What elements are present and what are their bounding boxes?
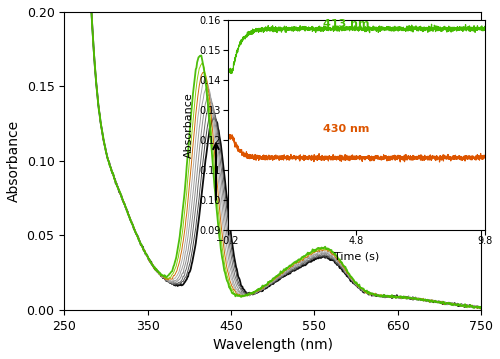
Y-axis label: Absorbance: Absorbance	[184, 92, 194, 158]
X-axis label: Wavelength (nm): Wavelength (nm)	[212, 338, 332, 352]
Text: 413 nm: 413 nm	[323, 19, 370, 29]
Y-axis label: Absorbance: Absorbance	[7, 120, 21, 202]
Text: 430 nm: 430 nm	[323, 124, 369, 134]
X-axis label: Time (s): Time (s)	[334, 252, 379, 262]
